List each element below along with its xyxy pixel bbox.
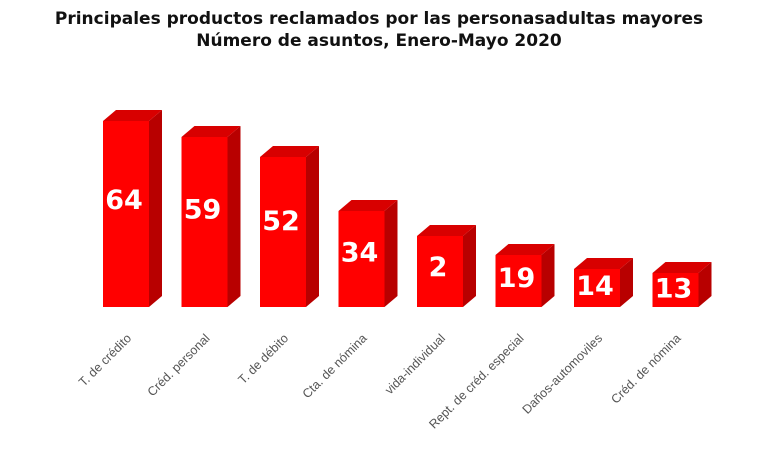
bar [417, 236, 463, 307]
bar-data-label: 34 [341, 237, 379, 268]
chart-title-block: Principales productos reclamados por las… [0, 8, 758, 52]
bar-top [495, 244, 555, 255]
x-tick-label: Daños-automoviles [520, 331, 606, 417]
chart-title: Principales productos reclamados por las… [54, 9, 704, 29]
bar-top [574, 258, 633, 269]
bar-side [463, 225, 476, 307]
data-labels-group: 64 59 52 34 2 19 14 13 [105, 185, 692, 304]
x-tick-label: T. de débito [236, 331, 292, 387]
bar-data-label: 52 [262, 206, 300, 237]
bar-top [652, 262, 712, 273]
bar [652, 273, 699, 307]
bar-top [181, 126, 241, 137]
bar-side [620, 258, 633, 307]
bar-top [103, 110, 162, 121]
bar-data-label: 13 [655, 273, 693, 304]
x-tick-label: vida-individual [382, 331, 448, 397]
bar [495, 255, 542, 307]
bar-data-label: 14 [576, 271, 614, 302]
bar-data-label: 19 [498, 263, 536, 294]
chart-subtitle: Número de asuntos, Enero-Mayo 2020 [196, 31, 562, 51]
bar [260, 157, 306, 307]
x-tick-label: Cta. de nómina [300, 331, 370, 401]
bar-side [227, 126, 241, 307]
bar-data-label: 64 [105, 185, 143, 216]
bar-side [541, 244, 555, 307]
x-tick-label: Créd. de nómina [608, 331, 683, 406]
bar-side [384, 200, 398, 307]
bar-top [417, 225, 476, 236]
bar-data-label: 2 [429, 252, 448, 283]
bar-side [698, 262, 712, 307]
bar-side [149, 110, 162, 307]
x-tick-label: Créd. personal [145, 331, 213, 399]
bar-top [338, 200, 398, 211]
x-tick-labels-group: T. de crédito Créd. personal T. de débito C… [76, 331, 684, 431]
bar [103, 121, 149, 307]
bar [338, 211, 385, 307]
bar [574, 269, 620, 307]
x-tick-label: T. de crédito [76, 331, 134, 389]
bars-group [103, 110, 712, 307]
bar [181, 137, 228, 307]
bar-side [306, 146, 319, 307]
bar-top [260, 146, 319, 157]
bar-data-label: 59 [184, 194, 222, 225]
